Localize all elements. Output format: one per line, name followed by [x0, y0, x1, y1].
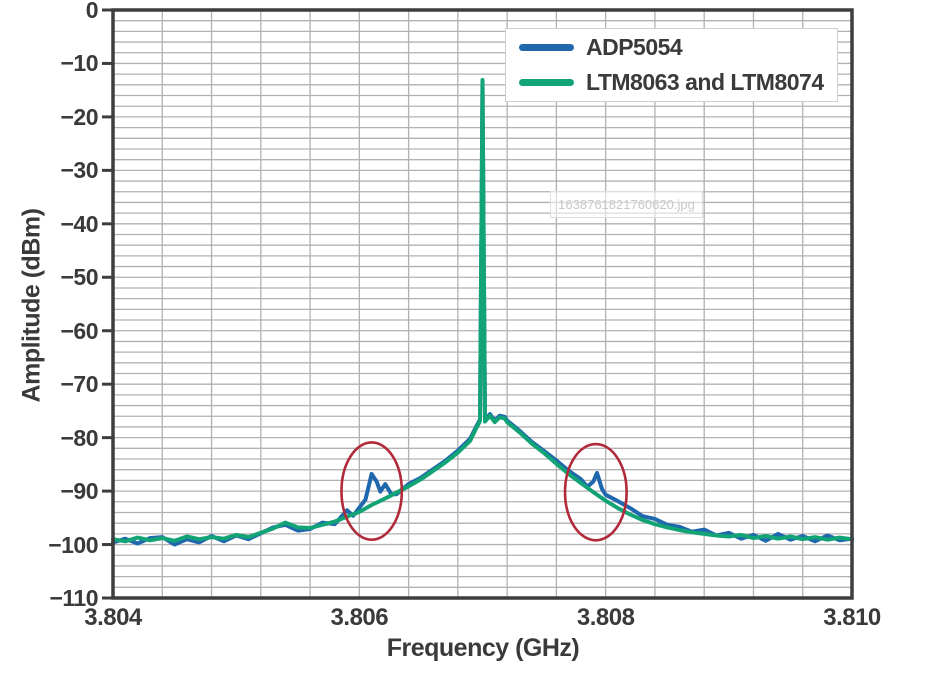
y-tick-label: −50 [60, 264, 98, 291]
legend-item-ltm8063-ltm8074: LTM8063 and LTM8074 [519, 69, 837, 96]
x-axis-title: Frequency (GHz) [386, 634, 580, 662]
y-tick-label: −20 [60, 103, 98, 130]
y-tick-label: −60 [60, 317, 98, 344]
watermark-filename: 1638761821760620.jpg [550, 191, 703, 218]
x-tick-label: 3.804 [84, 604, 142, 631]
y-tick-label: −110 [49, 585, 98, 611]
x-tick-label: 3.806 [330, 604, 389, 631]
x-tick-label: 3.808 [576, 604, 635, 631]
y-axis-title: Amplitude (dBm) [17, 208, 46, 403]
legend-item-adp5054: ADP5054 [519, 34, 837, 61]
y-tick-label: −100 [48, 531, 98, 558]
y-tick-label: −10 [60, 50, 98, 77]
y-tick-label: 0 [85, 0, 99, 23]
y-tick-label: −70 [60, 371, 98, 398]
legend-swatch-ltm8063-ltm8074 [519, 79, 574, 86]
legend: ADP5054 LTM8063 and LTM8074 [505, 28, 838, 102]
legend-label-ltm8063-ltm8074: LTM8063 and LTM8074 [586, 69, 824, 95]
y-tick-label: −40 [60, 210, 98, 237]
y-tick-label: −90 [60, 478, 98, 505]
y-tick-label: −30 [60, 157, 98, 184]
legend-label-adp5054: ADP5054 [586, 34, 683, 60]
x-tick-label: 3.810 [823, 604, 881, 631]
legend-swatch-adp5054 [519, 44, 574, 51]
y-tick-label: −80 [60, 424, 98, 451]
